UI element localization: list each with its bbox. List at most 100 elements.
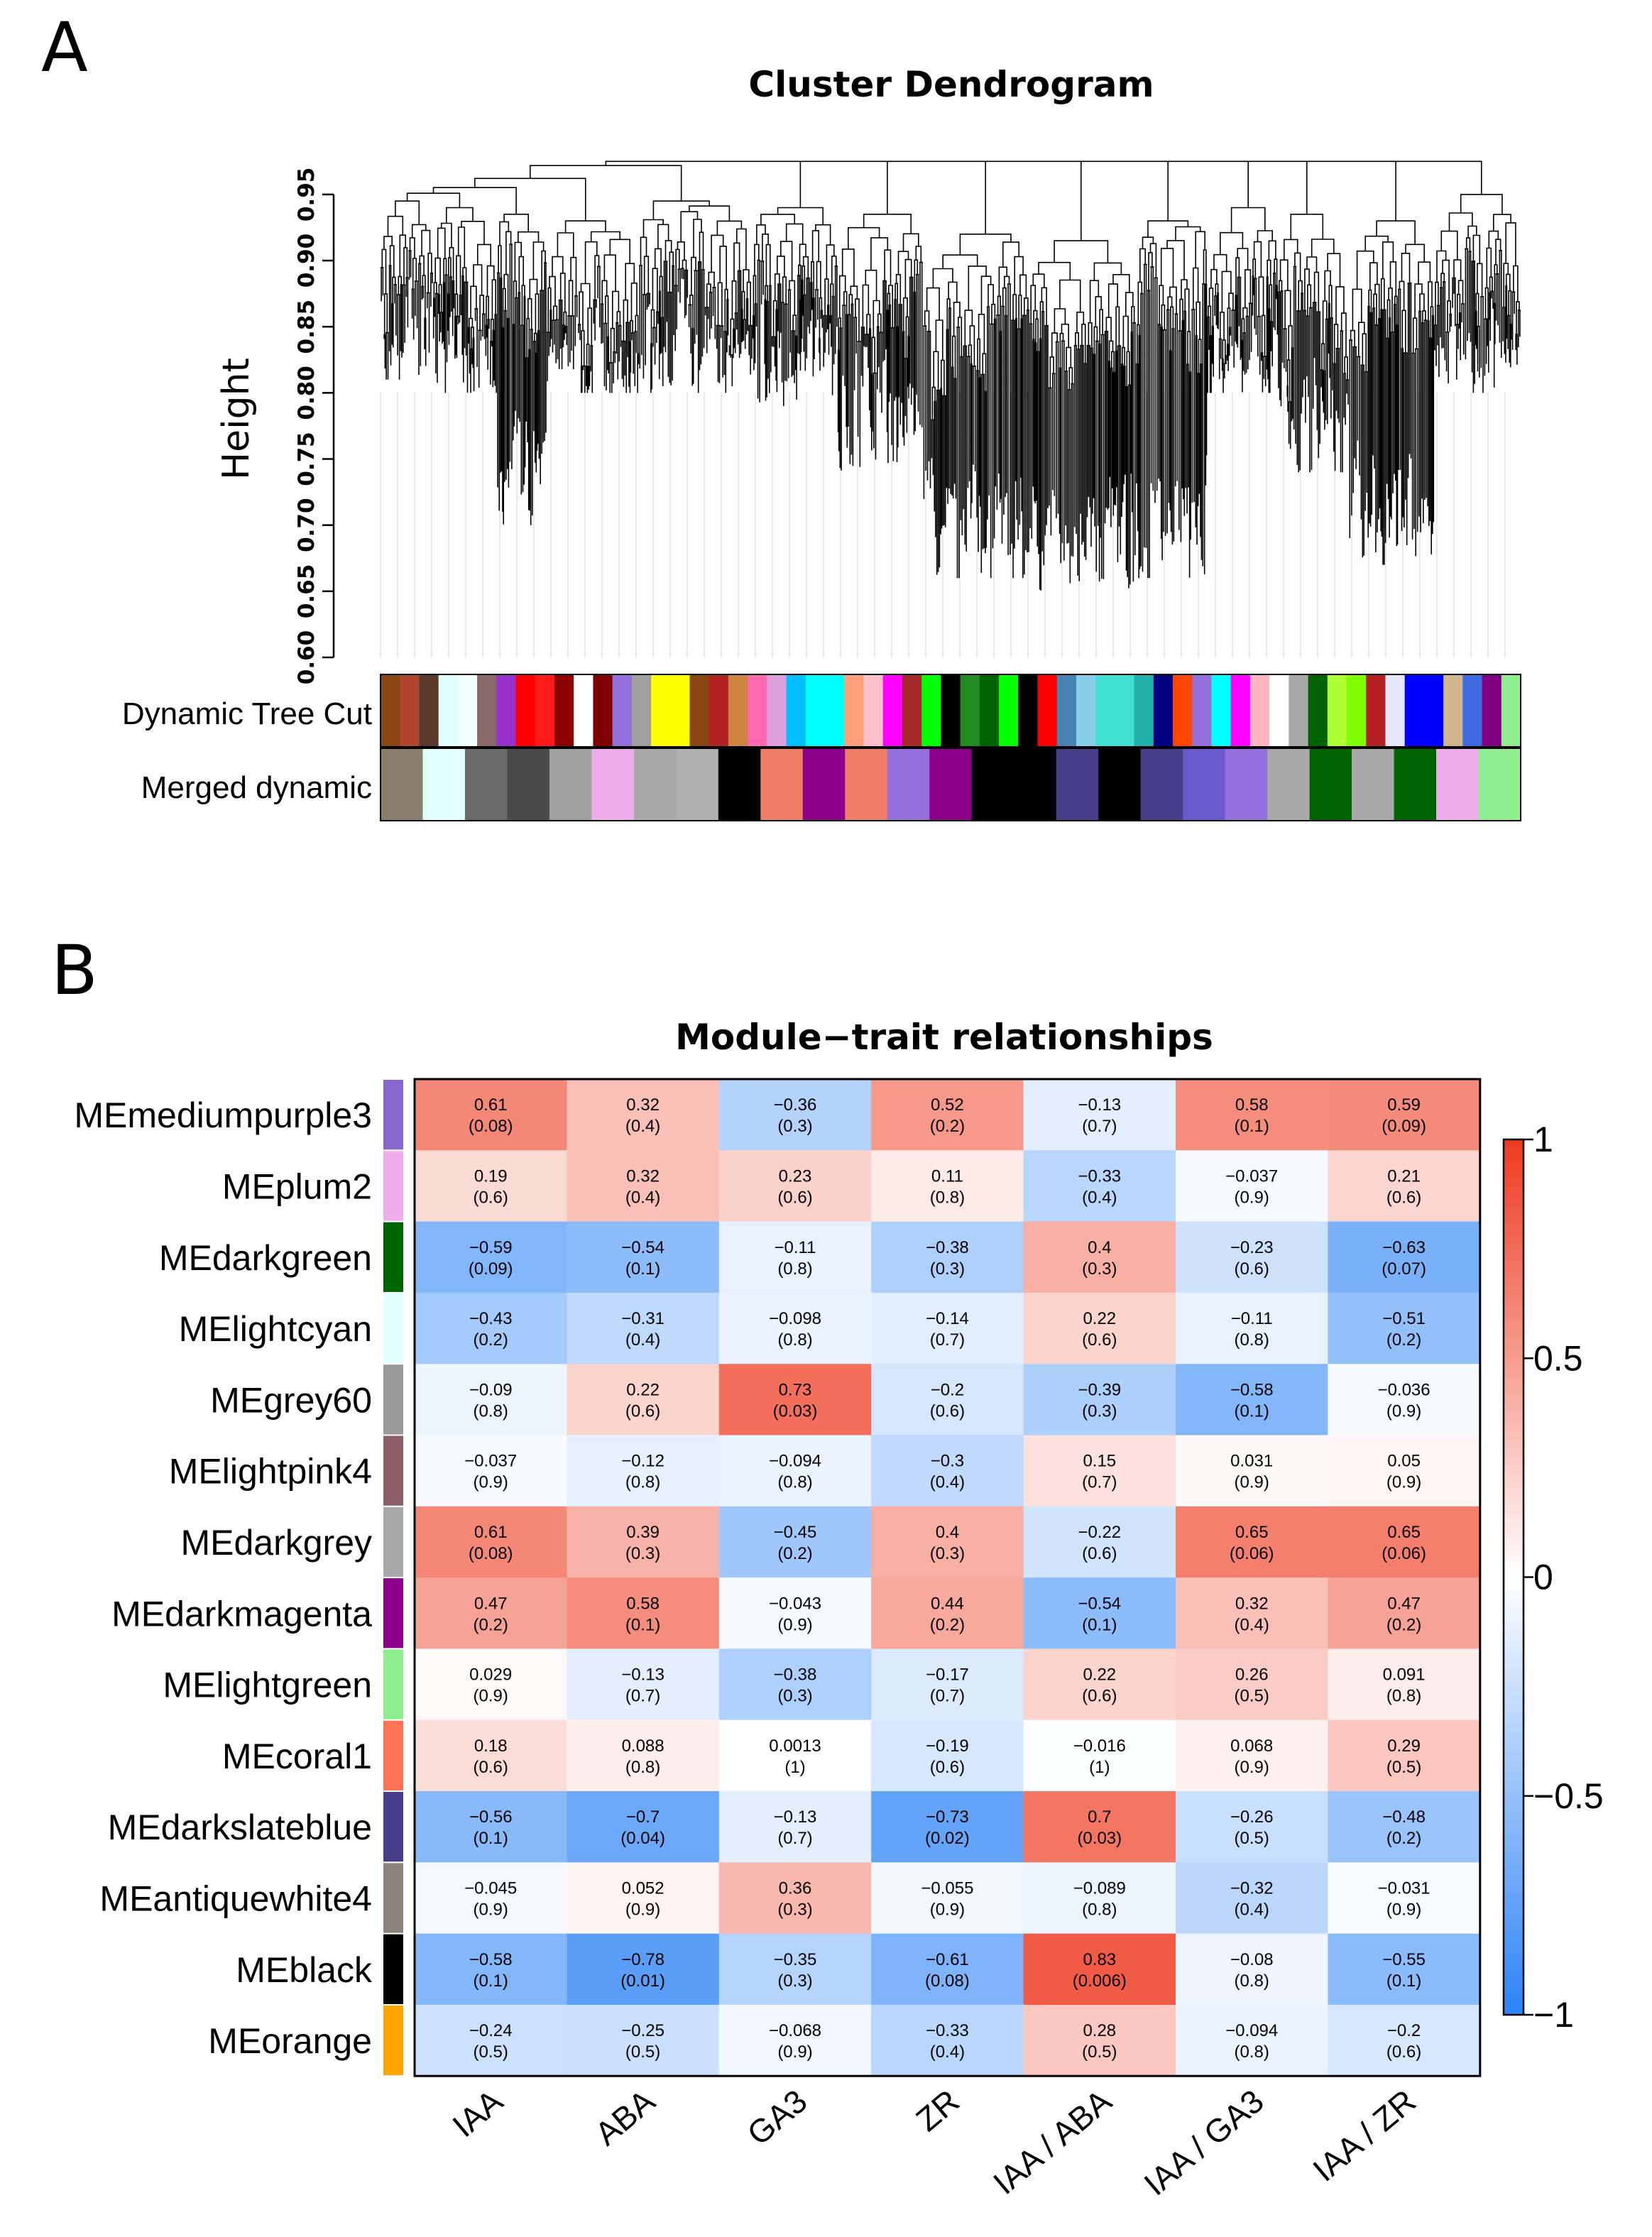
module-color-strip <box>999 674 1019 747</box>
cell-correlation: −0.13 <box>621 1666 664 1685</box>
cell-correlation: −0.037 <box>1225 1167 1278 1186</box>
module-color-strip <box>631 674 652 747</box>
cell-pvalue: (0.01) <box>620 1971 665 1991</box>
cell-correlation: −0.33 <box>1078 1167 1121 1186</box>
heatmap-cell <box>871 1577 1024 1649</box>
cell-pvalue: (0.9) <box>1235 1473 1269 1492</box>
heatmap-cell <box>1023 1435 1176 1507</box>
cell-pvalue: (0.1) <box>1082 1615 1117 1634</box>
cell-correlation: −0.2 <box>931 1380 964 1399</box>
module-color-strip <box>1225 748 1268 821</box>
panel-b-label: B <box>51 931 98 1010</box>
heatmap-cell <box>415 1506 567 1578</box>
cell-pvalue: (0.6) <box>930 1758 965 1777</box>
module-color-strip <box>422 748 466 821</box>
cell-correlation: −0.11 <box>775 1238 816 1257</box>
cell-pvalue: (0.3) <box>930 1259 965 1279</box>
heatmap-cell <box>415 1221 567 1293</box>
module-color-strip <box>1183 748 1226 821</box>
cell-correlation: −0.48 <box>1382 1807 1426 1827</box>
cell-pvalue: (0.02) <box>925 1829 970 1848</box>
cell-correlation: 0.091 <box>1383 1666 1426 1685</box>
heatmap-cell <box>718 1791 872 1863</box>
heatmap-cell <box>1328 1791 1481 1863</box>
cell-pvalue: (0.5) <box>1235 1687 1269 1706</box>
module-color-strip <box>902 674 922 747</box>
heatmap-cell <box>567 1079 720 1151</box>
module-color-strip <box>507 748 550 821</box>
cell-correlation: −0.54 <box>621 1238 664 1257</box>
module-color-strip <box>1249 674 1270 747</box>
cell-correlation: −0.12 <box>621 1452 664 1471</box>
cell-pvalue: (0.08) <box>925 1971 970 1991</box>
module-color-strip <box>457 674 478 747</box>
heatmap-cell <box>871 1648 1024 1721</box>
heatmap-cell <box>1176 1221 1328 1293</box>
module-color-strip <box>464 748 508 821</box>
cell-correlation: −0.58 <box>469 1950 513 1969</box>
module-color-strip <box>1385 674 1406 747</box>
module-color-strip <box>1478 748 1521 821</box>
cell-pvalue: (0.6) <box>474 1188 508 1208</box>
cell-correlation: 0.088 <box>622 1736 664 1756</box>
module-color-strip <box>1153 674 1174 747</box>
cell-pvalue: (0.5) <box>1386 1758 1421 1777</box>
cell-correlation: 0.47 <box>474 1594 508 1613</box>
module-color-strip <box>1436 748 1479 821</box>
cell-correlation: 0.7 <box>1088 1807 1111 1827</box>
heatmap-module-labels: MEmediumpurple3 MEplum2 MEdarkgreen MElight… <box>74 1080 403 2076</box>
heatmap-cell <box>718 1364 872 1436</box>
cell-pvalue: (0.9) <box>1386 1401 1421 1421</box>
heatmap-cell <box>567 1150 720 1223</box>
cell-correlation: −0.13 <box>774 1807 817 1827</box>
cell-pvalue: (1) <box>1089 1758 1110 1777</box>
colorbar-tick-label: 0 <box>1533 1558 1553 1597</box>
heatmap-cell <box>1328 1435 1481 1507</box>
cell-pvalue: (0.6) <box>474 1758 508 1777</box>
heatmap-colorbar: 1 0.5 0 −0.5 −1 <box>1502 1120 1604 2035</box>
heatmap-cell <box>1023 1577 1176 1649</box>
color-row-border <box>380 674 1521 748</box>
module-color-strip <box>554 674 574 747</box>
cell-pvalue: (0.3) <box>777 1117 812 1136</box>
cell-correlation: 0.47 <box>1387 1594 1421 1613</box>
heatmap-cell <box>871 1862 1024 1935</box>
cell-correlation: −0.016 <box>1073 1736 1126 1756</box>
module-color-strip <box>805 674 826 747</box>
heatmap-cell <box>871 1221 1024 1293</box>
module-swatch <box>383 1720 403 1790</box>
heatmap-cell <box>567 1292 720 1364</box>
heatmap-cell <box>1328 1719 1481 1792</box>
cell-correlation: −0.31 <box>621 1309 664 1328</box>
heatmap-cell <box>567 1221 720 1293</box>
cell-correlation: −0.25 <box>621 2021 664 2040</box>
cell-pvalue: (0.6) <box>625 1401 660 1421</box>
module-color-strip <box>1098 748 1142 821</box>
heatmap-cell <box>567 1791 720 1863</box>
module-color-strip <box>591 748 635 821</box>
cell-pvalue: (0.6) <box>1235 1259 1269 1279</box>
heatmap-cell <box>1176 1648 1328 1721</box>
module-color-strip <box>676 748 719 821</box>
heatmap-cell <box>1176 1933 1328 2006</box>
heatmap-cell <box>718 1862 872 1935</box>
y-tick-label: 0.75 <box>294 432 319 486</box>
cell-pvalue: (0.2) <box>930 1615 965 1634</box>
cell-pvalue: (0.1) <box>625 1259 660 1279</box>
heatmap-cell <box>718 1933 872 2006</box>
cell-correlation: 0.29 <box>1387 1736 1421 1756</box>
heatmap-cell <box>871 1364 1024 1436</box>
cell-pvalue: (0.8) <box>1235 2042 1269 2062</box>
module-color-strip <box>767 674 787 747</box>
cell-pvalue: (0.6) <box>1386 2042 1421 2062</box>
y-tick-label: 0.80 <box>294 366 319 420</box>
module-color-strip <box>496 674 517 747</box>
heatmap-cell <box>1176 1862 1328 1935</box>
module-label: MEantiquewhite4 <box>99 1879 372 1919</box>
module-swatch <box>383 1222 403 1292</box>
trait-label: ABA <box>588 2082 662 2153</box>
module-color-strip <box>419 674 439 747</box>
cell-pvalue: (0.2) <box>1386 1829 1421 1848</box>
heatmap-cell <box>1023 1862 1176 1935</box>
cell-correlation: −0.037 <box>464 1452 517 1471</box>
